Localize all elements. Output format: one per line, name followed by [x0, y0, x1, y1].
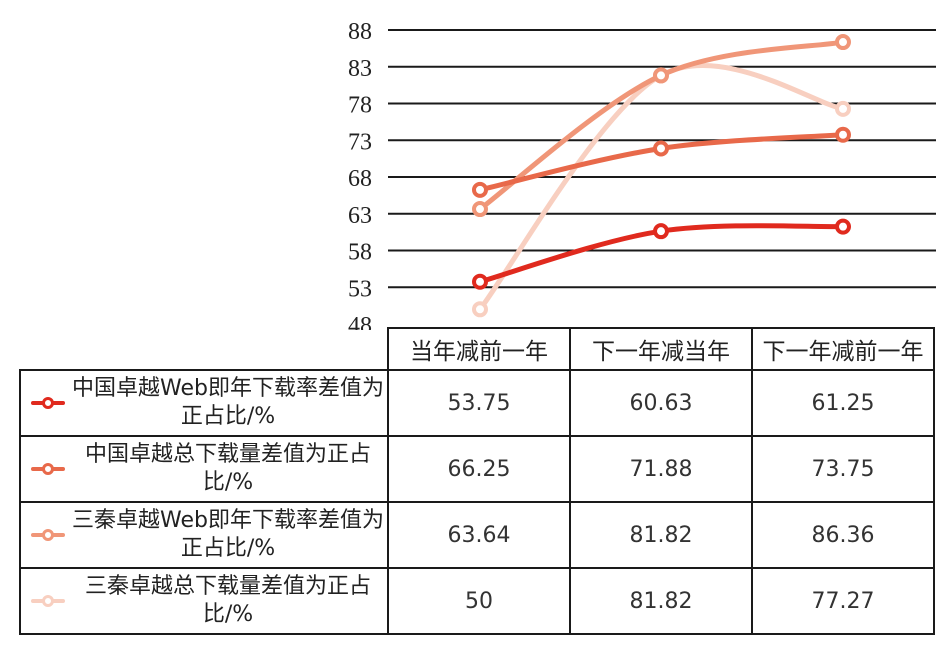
legend-key-icon: [31, 595, 65, 607]
legend-key-marker: [42, 397, 54, 409]
table-cell: 81.82: [569, 501, 753, 569]
legend-key-marker: [42, 463, 54, 475]
y-tick-label: 78: [348, 93, 372, 119]
category-header: 当年减前一年: [387, 327, 571, 371]
y-tick-label: 73: [348, 129, 372, 155]
data-point-marker: [835, 218, 851, 235]
legend-key-marker: [42, 529, 54, 541]
table-cell: 73.75: [751, 435, 935, 503]
y-tick-label: 83: [348, 56, 372, 82]
legend-entry: 中国卓越Web即年下载率差值为正占比/%: [19, 369, 389, 437]
chart-data-table: 当年减前一年 下一年减当年 下一年减前一年 中国卓越Web即年下载率差值为正占比…: [19, 327, 935, 635]
data-point-marker: [472, 201, 488, 218]
table-cell: 77.27: [751, 567, 935, 635]
table-corner: [20, 328, 389, 370]
legend-entry: 三秦卓越总下载量差值为正占比/%: [19, 567, 389, 635]
data-point-marker: [653, 140, 669, 157]
data-point-marker: [835, 34, 851, 51]
y-tick-label: 88: [348, 19, 372, 45]
table-cell: 60.63: [569, 369, 753, 437]
data-point-marker: [472, 273, 488, 290]
y-tick-label: 48: [348, 313, 372, 330]
legend-entry: 三秦卓越Web即年下载率差值为正占比/%: [19, 501, 389, 569]
table-row: 中国卓越Web即年下载率差值为正占比/% 53.75 60.63 61.25: [19, 369, 935, 437]
y-tick-label: 58: [348, 240, 372, 266]
y-tick-label: 63: [348, 203, 372, 229]
legend-label: 中国卓越Web即年下载率差值为正占比/%: [72, 376, 384, 429]
legend-key-icon: [31, 463, 65, 475]
table-cell: 50: [387, 567, 571, 635]
series-lines: [472, 34, 851, 318]
y-axis-tick-labels: 48 53 58 63 68 73 78 83 88: [348, 19, 372, 330]
category-header-row: 当年减前一年 下一年减当年 下一年减前一年: [20, 327, 935, 371]
data-point-marker: [472, 181, 488, 198]
data-point-marker: [835, 126, 851, 143]
data-point-marker: [835, 100, 851, 117]
category-header: 下一年减当年: [569, 327, 753, 371]
series-line: [477, 63, 846, 312]
category-header: 下一年减前一年: [751, 327, 935, 371]
table-cell: 61.25: [751, 369, 935, 437]
table-row: 三秦卓越总下载量差值为正占比/% 50 81.82 77.27: [19, 567, 935, 635]
data-point-marker: [653, 67, 669, 84]
table-cell: 81.82: [569, 567, 753, 635]
y-tick-label: 68: [348, 166, 372, 192]
legend-label: 三秦卓越Web即年下载率差值为正占比/%: [72, 508, 384, 561]
legend-entry: 中国卓越总下载量差值为正占比/%: [19, 435, 389, 503]
legend-key-icon: [31, 397, 65, 409]
data-point-marker: [472, 301, 488, 318]
data-point-marker: [653, 223, 669, 240]
table-cell: 71.88: [569, 435, 753, 503]
table-row: 三秦卓越Web即年下载率差值为正占比/% 63.64 81.82 86.36: [19, 501, 935, 569]
legend-key-icon: [31, 529, 65, 541]
line-chart: 48 53 58 63 68 73 78 83 88: [348, 19, 936, 330]
legend-label: 中国卓越总下载量差值为正占比/%: [84, 442, 371, 495]
table-cell: 86.36: [751, 501, 935, 569]
table-row: 中国卓越总下载量差值为正占比/% 66.25 71.88 73.75: [19, 435, 935, 503]
y-tick-label: 53: [348, 276, 372, 302]
legend-key-marker: [42, 595, 54, 607]
table-cell: 53.75: [387, 369, 571, 437]
legend-label: 三秦卓越总下载量差值为正占比/%: [84, 574, 371, 627]
table-cell: 63.64: [387, 501, 571, 569]
table-cell: 66.25: [387, 435, 571, 503]
